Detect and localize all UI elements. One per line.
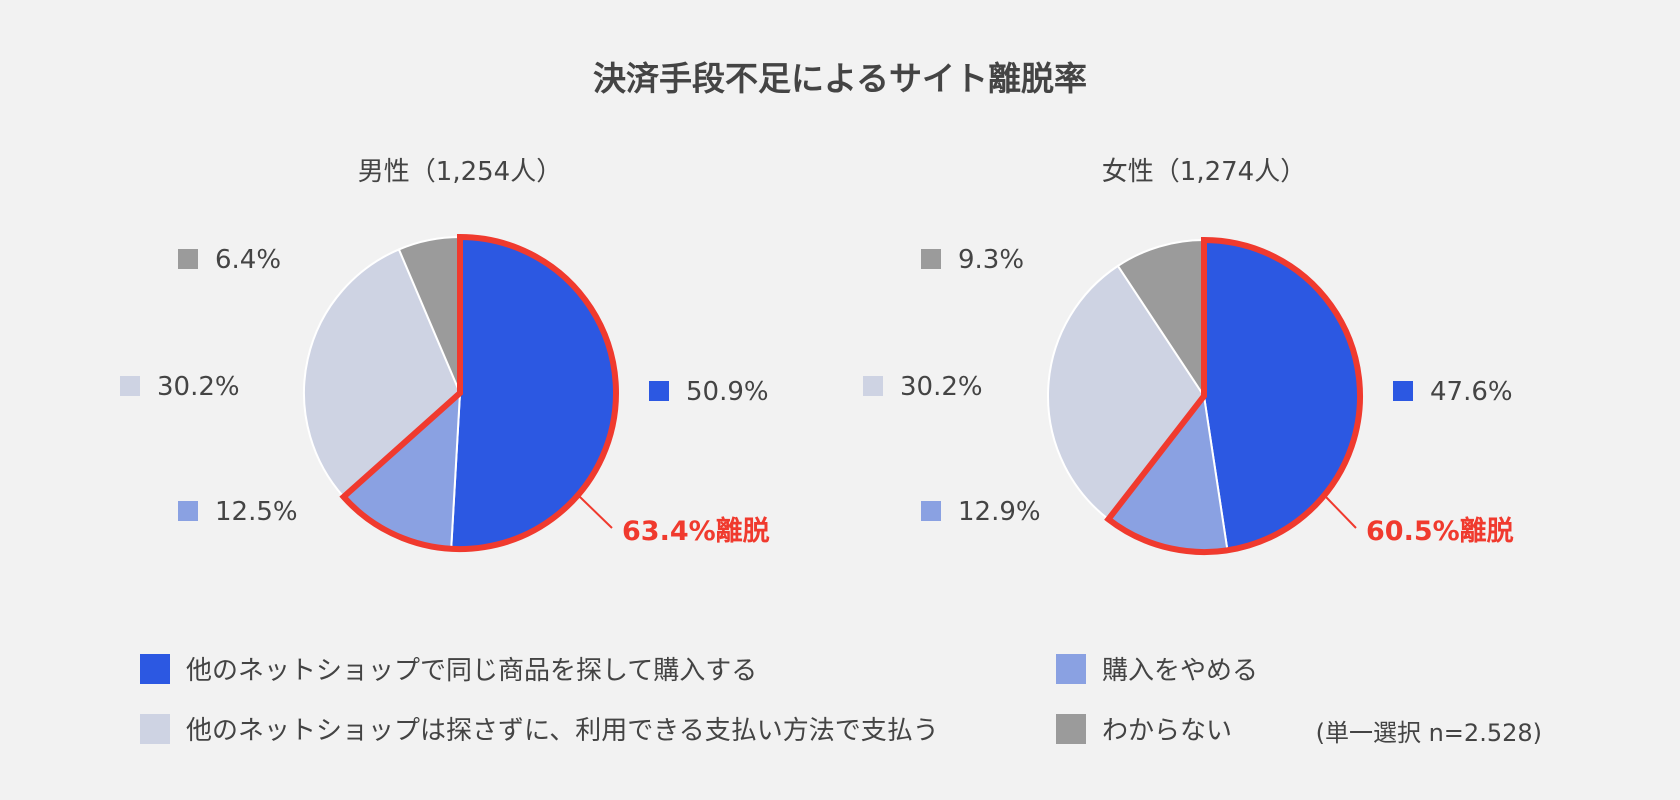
value-swatch: [178, 501, 198, 521]
legend-swatch: [1056, 713, 1086, 744]
legend-item-unknown: わからない: [1056, 710, 1232, 747]
value-swatch: [863, 376, 883, 396]
value-swatch: [1393, 381, 1413, 401]
legend-label: 購入をやめる: [1102, 656, 1259, 686]
pie-chart-female: 女性（1,274人） 47.6% 12.9% 30.2% 9.3% 60.5%離脱: [863, 157, 1514, 555]
value-label-quit: 12.9%: [958, 497, 1041, 527]
callout-leader: [1325, 496, 1357, 529]
value-label-buy-elsewhere: 47.6%: [1430, 377, 1513, 407]
pie-slice-buy-elsewhere: [1203, 238, 1361, 552]
leave-callout: 63.4%離脱: [622, 515, 770, 547]
leave-highlight: [1104, 236, 1363, 555]
leave-callout: 60.5%離脱: [1366, 515, 1514, 547]
value-label-buy-elsewhere: 50.9%: [686, 377, 769, 407]
pie-slice-pay-other: [303, 248, 462, 499]
legend-label: 他のネットショップで同じ商品を探して購入する: [186, 656, 758, 686]
pie-chart-male: 男性（1,254人） 50.9% 12.5% 30.2% 6.4% 63.4%離脱: [120, 157, 770, 552]
value-label-quit: 12.5%: [215, 497, 298, 527]
value-label-unknown: 9.3%: [958, 245, 1024, 275]
value-swatch: [921, 501, 941, 521]
legend-item-pay-other: 他のネットショップは探さずに、利用できる支払い方法で支払う: [140, 710, 939, 747]
legend-swatch: [140, 713, 170, 744]
pie-slice-pay-other: [1047, 264, 1206, 521]
legend-swatch: [1056, 653, 1086, 684]
callout-leader: [579, 496, 613, 529]
value-swatch: [649, 381, 669, 401]
pie-slice-buy-elsewhere: [450, 235, 617, 550]
leave-highlight: [339, 233, 619, 552]
sample-note: (単一選択 n=2.528): [1315, 719, 1542, 747]
pie-title: 女性（1,274人）: [1102, 157, 1306, 187]
legend-label: 他のネットショップは探さずに、利用できる支払い方法で支払う: [186, 716, 939, 746]
value-label-unknown: 6.4%: [215, 245, 281, 275]
chart-title: 決済手段不足によるサイト離脱率: [593, 59, 1087, 98]
value-label-pay-other: 30.2%: [900, 372, 983, 402]
value-swatch: [120, 376, 140, 396]
legend-item-quit: 購入をやめる: [1056, 650, 1258, 687]
pie-title: 男性（1,254人）: [358, 157, 562, 187]
value-swatch: [178, 249, 198, 269]
legend-swatch: [140, 653, 170, 684]
value-swatch: [921, 249, 941, 269]
value-label-pay-other: 30.2%: [157, 372, 240, 402]
legend-label: わからない: [1102, 716, 1233, 746]
legend-item-buy-elsewhere: 他のネットショップで同じ商品を探して購入する: [140, 650, 757, 687]
